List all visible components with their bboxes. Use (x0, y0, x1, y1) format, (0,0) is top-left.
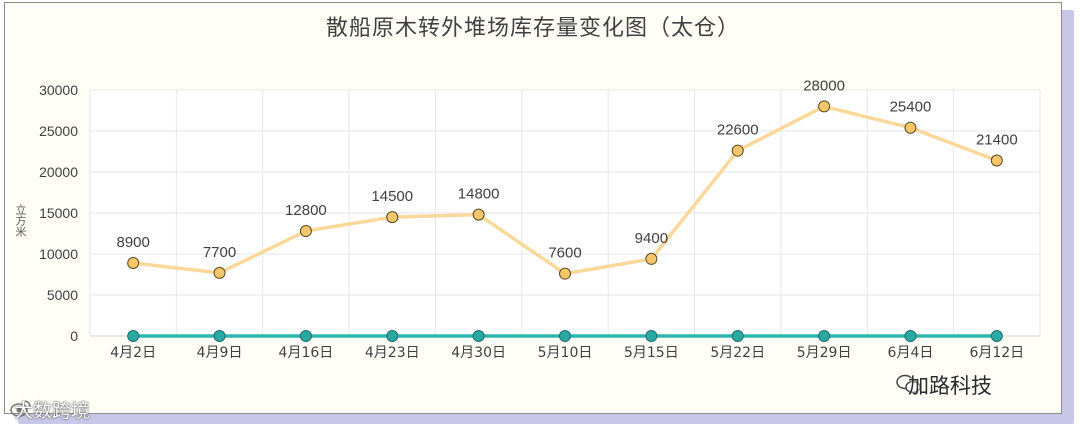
y-tick-label: 15000 (39, 205, 78, 221)
data-label: 12800 (285, 202, 327, 219)
data-point (127, 257, 140, 270)
weibo-logo-icon (10, 400, 31, 417)
data-label: 28000 (803, 77, 845, 94)
chart-title: 散船原木转外堆场库存量变化图（太仓） (325, 16, 740, 41)
y-tick-label: 0 (70, 328, 78, 344)
wechat-icon (896, 374, 921, 394)
watermark-right: 加路科技 (908, 374, 992, 398)
x-tick-label: 4月23日 (365, 345, 420, 361)
x-tick-label: 5月22日 (710, 345, 765, 361)
data-point (904, 121, 917, 134)
data-point (213, 330, 226, 342)
data-label: 7700 (203, 244, 236, 261)
x-tick-label: 4月16日 (279, 345, 334, 361)
data-point (990, 154, 1003, 167)
data-label: 25400 (890, 99, 932, 116)
data-label: 22600 (717, 122, 759, 139)
x-tick-label: 4月9日 (197, 345, 243, 361)
x-tick-label: 5月15日 (624, 345, 679, 361)
x-tick-label: 6月4日 (888, 345, 934, 361)
data-point (559, 330, 571, 342)
data-point (127, 330, 140, 342)
y-tick-label: 5000 (47, 287, 78, 303)
data-point (731, 330, 744, 342)
data-label: 14500 (371, 188, 413, 205)
data-label: 8900 (116, 234, 149, 251)
data-point (904, 330, 917, 342)
data-point (990, 330, 1003, 342)
data-point (645, 252, 658, 265)
data-point (299, 330, 312, 342)
data-label: 7600 (548, 245, 581, 262)
x-tick-label: 4月2日 (110, 345, 156, 361)
data-point (472, 330, 485, 342)
x-tick-label: 5月29日 (797, 345, 852, 361)
data-point (213, 266, 226, 279)
data-point (818, 330, 831, 342)
data-point (386, 330, 399, 342)
data-point (472, 208, 485, 221)
data-label: 21400 (976, 132, 1018, 149)
y-tick-label: 10000 (39, 246, 78, 262)
x-tick-label: 6月12日 (969, 345, 1024, 361)
y-tick-label: 30000 (39, 82, 78, 98)
x-tick-label: 4月30日 (451, 345, 506, 361)
data-point (731, 144, 744, 157)
y-axis-label: 立方米 (14, 203, 27, 237)
data-point (299, 225, 312, 238)
y-tick-label: 20000 (39, 164, 78, 180)
data-point (386, 211, 399, 224)
watermark-left: 大数跨境 (14, 400, 91, 422)
data-point (818, 100, 831, 113)
y-tick-label: 25000 (39, 123, 78, 139)
data-label: 14800 (458, 186, 500, 203)
data-point (559, 267, 571, 280)
data-point (645, 330, 658, 342)
x-tick-label: 5月10日 (538, 345, 593, 361)
data-label: 9400 (635, 230, 668, 247)
